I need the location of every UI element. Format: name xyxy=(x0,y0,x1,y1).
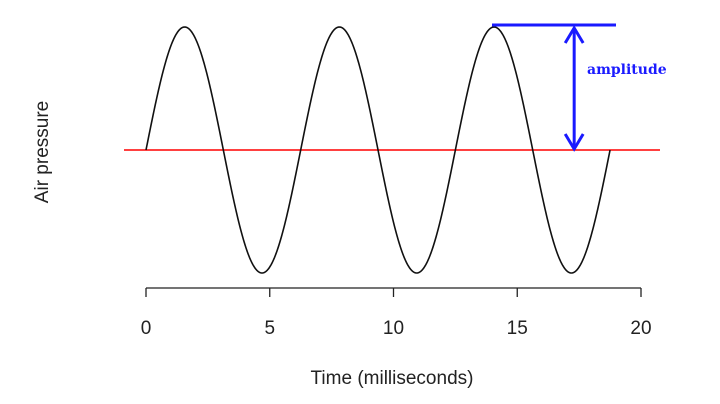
annotation-group: amplitude xyxy=(492,23,667,152)
x-axis: 0 5 10 15 20 xyxy=(141,287,652,339)
x-tick-label-10: 10 xyxy=(383,318,404,339)
sine-wave-line-0 xyxy=(145,26,611,274)
x-tick-label-15: 15 xyxy=(507,318,528,339)
x-tick-label-20: 20 xyxy=(630,318,651,339)
x-axis-label: Time (milliseconds) xyxy=(311,368,474,389)
amplitude-arrowhead-up xyxy=(563,25,585,44)
y-axis-label: Air pressure xyxy=(32,101,53,203)
amplitude-arrowhead-down xyxy=(563,133,585,152)
x-tick-label-0: 0 xyxy=(141,318,152,339)
plot-area xyxy=(124,26,660,274)
amplitude-annotation-label: amplitude xyxy=(587,62,667,78)
x-tick-label-5: 5 xyxy=(264,318,275,339)
